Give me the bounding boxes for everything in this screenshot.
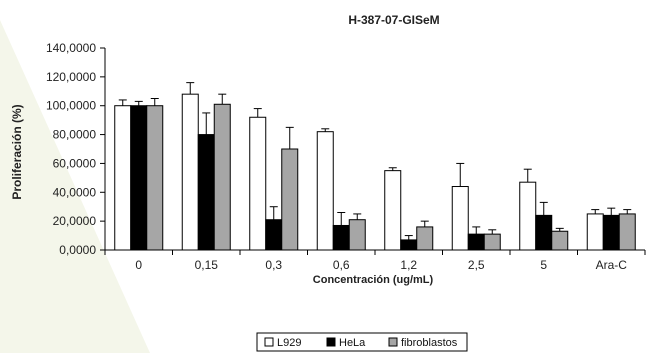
y-tick-label: 120,0000 <box>46 70 96 84</box>
background-shape <box>0 20 150 353</box>
legend-label-fibroblastos: fibroblastos <box>401 337 458 349</box>
y-tick-label: 40,0000 <box>53 185 97 199</box>
y-tick-label: 20,0000 <box>53 214 97 228</box>
legend-swatch-hela <box>326 337 336 347</box>
legend-swatch-fibroblastos <box>388 337 398 347</box>
legend-label-l929: L929 <box>277 337 301 349</box>
bar-hela <box>602 214 620 251</box>
y-tick-label: 0,0000 <box>59 243 96 257</box>
legend-label-hela: HeLa <box>339 337 366 349</box>
chart-title: H-387-07-GISeM <box>348 13 439 27</box>
legend-box <box>256 332 468 352</box>
bar-l929 <box>519 181 537 251</box>
bar-hela <box>467 233 485 251</box>
y-axis-title: Proliferación (%) <box>10 104 24 199</box>
x-tick-label: 0,6 <box>333 258 350 272</box>
bar-l929 <box>451 186 469 251</box>
bar-hela <box>197 134 215 251</box>
bar-hela <box>535 214 553 251</box>
bar-l929 <box>316 131 334 251</box>
bar-hela <box>400 239 418 251</box>
bar-l929 <box>114 105 132 251</box>
y-tick-label: 60,0000 <box>53 156 97 170</box>
legend-swatch-l929 <box>264 337 274 347</box>
bar-fibroblastos <box>618 213 636 251</box>
x-tick-label: 0 <box>135 258 142 272</box>
bar-hela <box>265 219 283 251</box>
bar-fibroblastos <box>483 233 501 251</box>
bar-hela <box>332 224 350 251</box>
x-axis: 0 0,15 0,3 0,6 1,2 2,5 5 Ara-C <box>104 249 646 272</box>
bar-fibroblastos <box>281 148 299 251</box>
x-tick-label: 0,3 <box>265 258 282 272</box>
y-tick-label: 140,0000 <box>46 41 96 55</box>
bar-l929 <box>586 213 604 251</box>
bar-fibroblastos <box>146 105 164 251</box>
bar-l929 <box>384 170 402 251</box>
x-tick-label: 2,5 <box>468 258 485 272</box>
bar-fibroblastos <box>213 103 231 251</box>
x-tick-label: Ara-C <box>596 258 628 272</box>
bar-l929 <box>249 116 267 251</box>
y-tick-label: 80,0000 <box>53 128 97 142</box>
x-axis-title: Concentración (ug/mL) <box>313 274 434 286</box>
bar-l929 <box>181 93 199 251</box>
x-tick-label: 0,15 <box>195 258 219 272</box>
bar-fibroblastos <box>348 219 366 251</box>
bar-fibroblastos <box>416 226 434 251</box>
y-tick-label: 100,0000 <box>46 99 96 113</box>
y-axis: 0,0000 20,0000 40,0000 60,0000 80,0000 100,00… <box>46 41 106 257</box>
x-tick-label: 1,2 <box>400 258 417 272</box>
x-tick-label: 5 <box>540 258 547 272</box>
bar-hela <box>130 105 148 251</box>
bars-layer <box>114 82 636 251</box>
legend: L929 HeLa fibroblastos <box>256 332 468 352</box>
bar-fibroblastos <box>551 230 569 251</box>
